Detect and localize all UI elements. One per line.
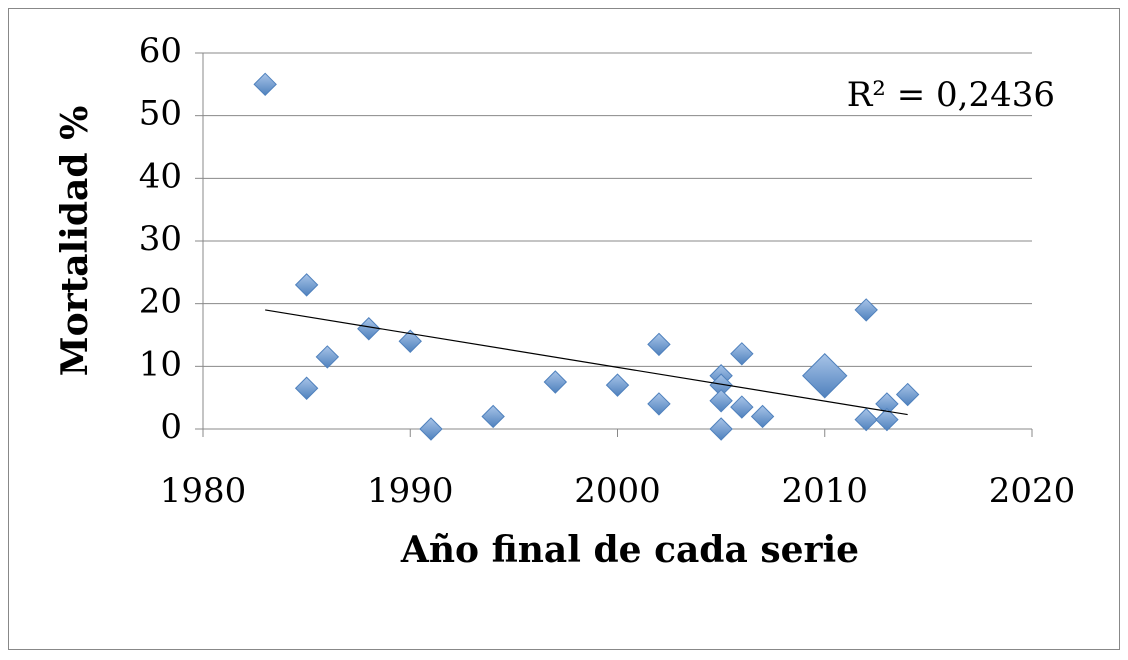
x-axis-title: Año final de cada serie xyxy=(400,529,859,571)
data-point xyxy=(895,382,920,407)
y-tick-label: 20 xyxy=(139,282,182,322)
data-point xyxy=(315,345,340,369)
x-tick-label: 2000 xyxy=(574,471,661,511)
annotation: R² = 0,2436 xyxy=(847,75,1055,115)
y-tick-label: 10 xyxy=(139,344,182,384)
data-point xyxy=(294,376,319,400)
chart-border xyxy=(8,8,1120,650)
data-point xyxy=(730,342,754,366)
data-point xyxy=(357,317,381,341)
data-point xyxy=(647,332,671,357)
data-point xyxy=(647,392,671,416)
data-point xyxy=(398,329,422,353)
x-tick-label: 1980 xyxy=(160,471,247,511)
data-point xyxy=(875,407,899,432)
y-tick-label: 60 xyxy=(139,31,182,71)
y-tick-label: 30 xyxy=(139,219,182,259)
data-point xyxy=(253,72,277,97)
data-point xyxy=(294,273,319,297)
data-point xyxy=(543,370,568,394)
y-tick-label: 40 xyxy=(139,156,182,196)
x-tick-label: 1990 xyxy=(367,471,454,511)
x-tick-label: 2020 xyxy=(989,471,1076,511)
data-point xyxy=(419,417,443,441)
y-axis-title: Mortalidad % xyxy=(54,106,96,377)
data-point xyxy=(750,404,775,429)
y-tick-label: 50 xyxy=(139,94,182,134)
trendline xyxy=(265,309,908,416)
data-point xyxy=(709,389,733,413)
x-tick-label: 2010 xyxy=(781,471,868,511)
data-point xyxy=(854,298,878,322)
data-point xyxy=(854,407,878,432)
data-point xyxy=(709,417,733,441)
data-point xyxy=(730,395,754,419)
data-point xyxy=(481,404,505,429)
data-point xyxy=(802,353,848,399)
y-tick-label: 0 xyxy=(160,407,182,447)
data-point xyxy=(605,373,630,397)
